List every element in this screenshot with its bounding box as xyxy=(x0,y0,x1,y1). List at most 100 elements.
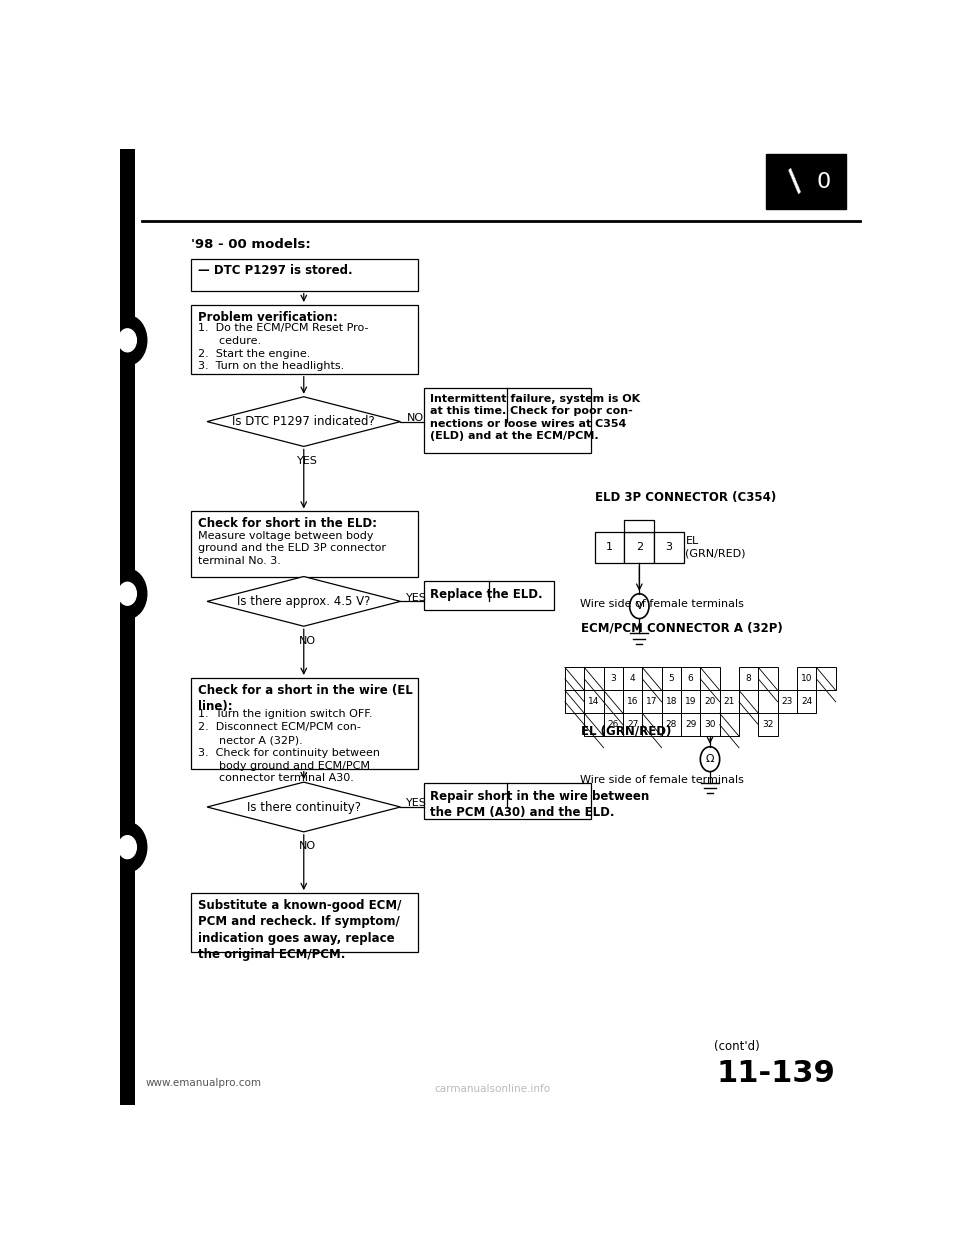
FancyBboxPatch shape xyxy=(623,667,642,691)
Text: Intermittent failure, system is OK
at this time. Check for poor con-
nections or: Intermittent failure, system is OK at th… xyxy=(429,394,639,441)
Text: 3: 3 xyxy=(611,674,616,683)
FancyBboxPatch shape xyxy=(585,691,604,713)
Text: EL (GRN/RED): EL (GRN/RED) xyxy=(581,724,672,738)
FancyBboxPatch shape xyxy=(739,691,758,713)
Text: carmanualsonline.info: carmanualsonline.info xyxy=(434,1084,550,1094)
Text: 23: 23 xyxy=(781,697,793,707)
Text: 28: 28 xyxy=(665,720,677,729)
Text: 14: 14 xyxy=(588,697,600,707)
FancyBboxPatch shape xyxy=(778,691,797,713)
Text: V: V xyxy=(636,601,643,611)
Text: Problem verification:: Problem verification: xyxy=(198,310,338,324)
Text: NO: NO xyxy=(299,636,316,646)
FancyBboxPatch shape xyxy=(701,713,720,737)
Text: 10: 10 xyxy=(801,674,812,683)
FancyBboxPatch shape xyxy=(720,713,739,737)
Text: 1: 1 xyxy=(606,543,613,553)
Text: 30: 30 xyxy=(705,720,716,729)
FancyBboxPatch shape xyxy=(564,691,585,713)
FancyBboxPatch shape xyxy=(797,667,816,691)
FancyBboxPatch shape xyxy=(797,691,816,713)
FancyBboxPatch shape xyxy=(624,520,654,532)
Text: Repair short in the wire between
the PCM (A30) and the ELD.: Repair short in the wire between the PCM… xyxy=(429,790,649,820)
FancyBboxPatch shape xyxy=(654,532,684,563)
FancyBboxPatch shape xyxy=(191,893,418,953)
FancyBboxPatch shape xyxy=(766,154,846,210)
FancyBboxPatch shape xyxy=(604,691,623,713)
Text: EL
(GRN/RED): EL (GRN/RED) xyxy=(685,537,746,559)
Text: 26: 26 xyxy=(608,720,619,729)
Circle shape xyxy=(118,836,136,858)
FancyBboxPatch shape xyxy=(661,691,681,713)
Text: Check for short in the ELD:: Check for short in the ELD: xyxy=(198,517,377,530)
FancyBboxPatch shape xyxy=(642,691,661,713)
Text: 32: 32 xyxy=(762,720,774,729)
Text: 5: 5 xyxy=(668,674,674,683)
FancyBboxPatch shape xyxy=(661,667,681,691)
Polygon shape xyxy=(207,396,400,446)
FancyBboxPatch shape xyxy=(681,691,701,713)
Text: 3: 3 xyxy=(665,543,673,553)
FancyBboxPatch shape xyxy=(720,691,739,713)
Text: 18: 18 xyxy=(665,697,677,707)
Text: Is there continuity?: Is there continuity? xyxy=(247,801,361,814)
Text: YES: YES xyxy=(406,799,427,809)
Text: 0: 0 xyxy=(817,171,830,191)
Text: 21: 21 xyxy=(724,697,735,707)
FancyBboxPatch shape xyxy=(758,667,778,691)
FancyBboxPatch shape xyxy=(604,713,623,737)
Text: 17: 17 xyxy=(646,697,658,707)
Text: Substitute a known-good ECM/
PCM and recheck. If symptom/
indication goes away, : Substitute a known-good ECM/ PCM and rec… xyxy=(198,899,401,961)
FancyBboxPatch shape xyxy=(681,667,701,691)
Text: www.emanualpro.com: www.emanualpro.com xyxy=(146,1078,262,1088)
FancyBboxPatch shape xyxy=(739,667,758,691)
Text: 19: 19 xyxy=(684,697,696,707)
Text: 8: 8 xyxy=(746,674,752,683)
FancyBboxPatch shape xyxy=(423,581,554,610)
Text: 24: 24 xyxy=(801,697,812,707)
Text: 2: 2 xyxy=(636,543,643,553)
Text: Is there approx. 4.5 V?: Is there approx. 4.5 V? xyxy=(237,595,371,607)
Text: NO: NO xyxy=(406,412,423,422)
FancyBboxPatch shape xyxy=(564,667,585,691)
Text: ECM/PCM CONNECTOR A (32P): ECM/PCM CONNECTOR A (32P) xyxy=(581,622,783,635)
Text: 27: 27 xyxy=(627,720,638,729)
FancyBboxPatch shape xyxy=(585,667,604,691)
Text: YES: YES xyxy=(406,592,427,602)
Circle shape xyxy=(118,582,136,605)
FancyBboxPatch shape xyxy=(816,667,836,691)
FancyBboxPatch shape xyxy=(585,713,604,737)
FancyBboxPatch shape xyxy=(681,713,701,737)
Polygon shape xyxy=(207,782,400,832)
FancyBboxPatch shape xyxy=(642,713,661,737)
FancyBboxPatch shape xyxy=(624,532,654,563)
Text: Replace the ELD.: Replace the ELD. xyxy=(429,587,542,601)
Text: Check for a short in the wire (EL
line):: Check for a short in the wire (EL line): xyxy=(198,683,413,713)
Text: 1.  Do the ECM/PCM Reset Pro-
      cedure.
2.  Start the engine.
3.  Turn on th: 1. Do the ECM/PCM Reset Pro- cedure. 2. … xyxy=(198,323,369,371)
FancyBboxPatch shape xyxy=(191,260,418,291)
Text: Wire side of female terminals: Wire side of female terminals xyxy=(580,775,744,785)
Text: 20: 20 xyxy=(705,697,715,707)
Text: 29: 29 xyxy=(685,720,696,729)
Polygon shape xyxy=(207,576,400,626)
FancyBboxPatch shape xyxy=(758,713,778,737)
Text: 16: 16 xyxy=(627,697,638,707)
FancyBboxPatch shape xyxy=(191,678,418,769)
FancyBboxPatch shape xyxy=(423,784,591,820)
FancyBboxPatch shape xyxy=(661,713,681,737)
FancyBboxPatch shape xyxy=(120,149,134,1105)
Text: Is DTC P1297 indicated?: Is DTC P1297 indicated? xyxy=(232,415,375,428)
FancyBboxPatch shape xyxy=(191,512,418,576)
Text: (cont'd): (cont'd) xyxy=(714,1040,760,1053)
Text: 6: 6 xyxy=(687,674,693,683)
Text: — DTC P1297 is stored.: — DTC P1297 is stored. xyxy=(198,263,352,277)
Circle shape xyxy=(108,822,147,872)
Text: /: / xyxy=(782,166,810,196)
Text: 4: 4 xyxy=(630,674,636,683)
FancyBboxPatch shape xyxy=(191,306,418,374)
FancyBboxPatch shape xyxy=(642,667,661,691)
FancyBboxPatch shape xyxy=(701,667,720,691)
Text: NO: NO xyxy=(299,841,316,852)
Text: Wire side of female terminals: Wire side of female terminals xyxy=(580,599,744,609)
Text: YES: YES xyxy=(297,456,318,466)
